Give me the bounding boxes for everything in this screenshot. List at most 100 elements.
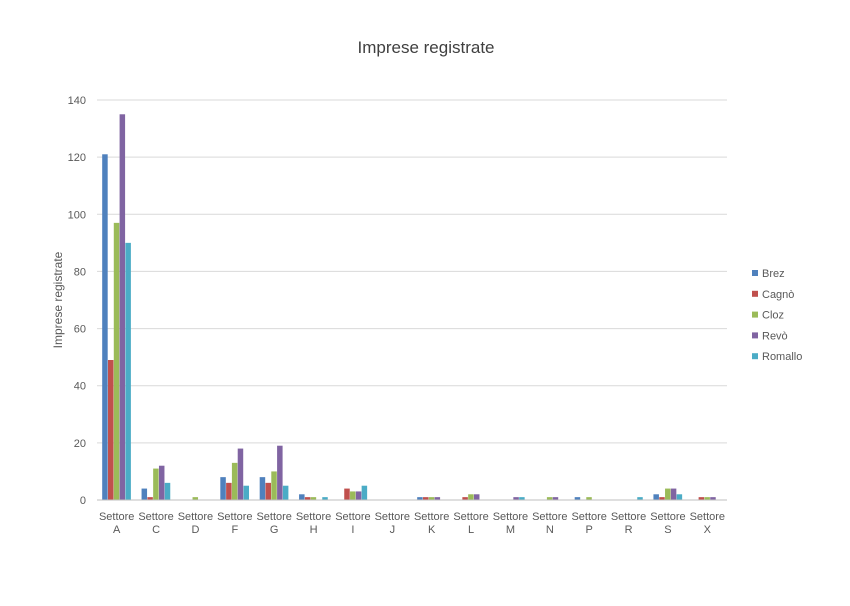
bar-romallo-10: [519, 497, 525, 500]
bar-cagnò-8: [422, 497, 429, 500]
bar-cloz-4: [271, 471, 277, 500]
gridlines: [97, 99, 727, 444]
x-category-label-line: Settore: [414, 511, 449, 523]
x-category-label-line: J: [390, 524, 396, 536]
bar-brez-12: [574, 497, 581, 500]
y-tick-label: 60: [74, 324, 86, 336]
bar-brez-1: [141, 488, 148, 500]
bar-romallo-5: [322, 497, 328, 500]
legend-label: Cagnò: [762, 289, 794, 301]
legend-swatch-romallo: [752, 353, 758, 360]
y-tick-label: 140: [68, 95, 86, 107]
x-category-label-line: Settore: [493, 511, 528, 523]
x-category-label-line: M: [506, 524, 515, 536]
y-tick-label: 100: [68, 209, 86, 221]
bar-revò-4: [277, 445, 283, 500]
x-category-label-line: G: [270, 524, 279, 536]
x-category-label: Settore L: [453, 511, 488, 536]
x-category-label-line: Settore: [99, 511, 134, 523]
bar-romallo-1: [164, 482, 171, 500]
x-category-label-line: I: [351, 524, 354, 536]
legend-label: Romallo: [762, 351, 802, 363]
legend-swatch-revò: [752, 332, 758, 339]
bar-cloz-3: [231, 462, 238, 500]
legend-swatch-cagnò: [752, 290, 758, 297]
y-tick-label: 0: [80, 495, 86, 507]
bar-cloz-14: [665, 488, 671, 500]
chart-title: Imprese registrate: [358, 38, 495, 57]
y-tick-label: 120: [68, 152, 86, 164]
legend-swatch-brez: [752, 270, 758, 276]
bar-cloz-1: [153, 468, 159, 500]
x-category-label: Settore N: [532, 511, 567, 536]
bar-revò-15: [710, 497, 716, 500]
x-category-label-line: K: [428, 524, 436, 536]
y-tick-label: 20: [74, 438, 86, 450]
bar-cagnò-3: [226, 482, 232, 500]
bar-cloz-2: [192, 497, 199, 500]
x-category-label-line: Settore: [178, 511, 213, 523]
x-category-label-line: Settore: [650, 511, 685, 523]
bar-cagnò-1: [147, 497, 153, 500]
bar-revò-0: [119, 114, 126, 500]
legend-label: Brez: [762, 268, 785, 280]
x-category-label-line: Settore: [611, 511, 646, 523]
bar-cagnò-0: [107, 360, 114, 500]
x-category-label: Settore K: [414, 511, 449, 536]
x-category-label-line: R: [625, 524, 633, 536]
y-tick-label: 40: [74, 381, 86, 393]
x-category-label-line: Settore: [532, 511, 567, 523]
x-category-label: Settore H: [296, 511, 331, 536]
x-category-label: Settore D: [178, 511, 213, 536]
bar-cloz-0: [113, 222, 120, 501]
bar-cloz-6: [350, 491, 356, 500]
bar-cagnò-9: [462, 497, 468, 500]
bar-brez-3: [220, 477, 226, 500]
y-axis-ticks: 0 20 40 60 80 100 120 140: [68, 95, 86, 507]
bar-romallo-14: [676, 494, 683, 500]
legend: Brez Cagnò Cloz Revò Romallo: [752, 268, 802, 363]
bar-romallo-0: [125, 242, 131, 501]
bar-revò-6: [355, 491, 362, 500]
x-category-label: Settore S: [650, 511, 685, 536]
x-category-label-line: Settore: [256, 511, 291, 523]
bar-revò-1: [158, 465, 165, 500]
x-category-label: Settore A: [99, 511, 134, 536]
bar-cloz-15: [704, 497, 710, 500]
bar-revò-10: [513, 497, 519, 500]
x-category-label: Settore F: [217, 511, 252, 536]
bar-revò-9: [473, 494, 480, 500]
x-category-label-line: S: [664, 524, 671, 536]
x-category-label-line: D: [191, 524, 199, 536]
bars: [102, 114, 716, 501]
bar-cloz-5: [310, 497, 317, 500]
x-category-label-line: C: [152, 524, 160, 536]
x-category-label-line: N: [546, 524, 554, 536]
bar-brez-0: [102, 154, 108, 501]
x-category-label: Settore R: [611, 511, 646, 536]
x-category-label-line: Settore: [335, 511, 370, 523]
x-category-label: Settore P: [571, 511, 606, 536]
legend-label: Cloz: [762, 310, 784, 322]
x-category-label-line: Settore: [375, 511, 410, 523]
bar-cagnò-14: [659, 497, 665, 500]
x-category-label-line: Settore: [217, 511, 252, 523]
x-category-label-line: F: [231, 524, 238, 536]
y-tick-label: 80: [74, 266, 86, 278]
bar-cloz-8: [428, 497, 435, 500]
y-axis-title: Imprese registrate: [51, 251, 65, 348]
x-category-label-line: P: [586, 524, 593, 536]
bar-cloz-11: [546, 497, 553, 500]
x-category-label: Settore G: [256, 511, 291, 536]
bar-romallo-3: [243, 485, 250, 500]
x-category-label-line: Settore: [138, 511, 173, 523]
bar-revò-11: [552, 497, 559, 500]
x-category-label: Settore X: [690, 511, 725, 536]
bar-cagnò-5: [304, 497, 311, 500]
x-category-label-line: L: [468, 524, 474, 536]
bar-cagnò-15: [698, 497, 705, 500]
bar-cloz-12: [586, 497, 592, 500]
